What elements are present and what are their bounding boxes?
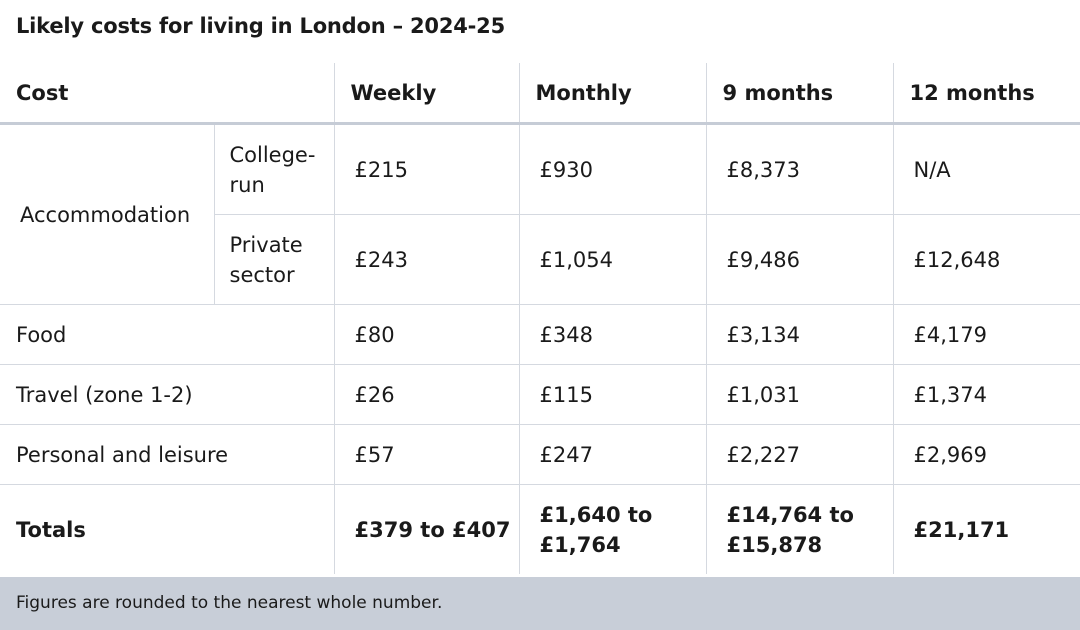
- totals-monthly: £1,640 to £1,764: [518, 484, 707, 574]
- page-title: Likely costs for living in London – 2024…: [16, 14, 505, 38]
- totals-monthly-value: £1,640 to £1,764: [539, 502, 653, 557]
- row-label: Food: [0, 304, 335, 365]
- table-row-totals: Totals £379 to £407 £1,640 to £1,764 £14…: [0, 484, 1080, 574]
- private-9-months: £9,486: [705, 214, 894, 305]
- private-weekly: £243: [333, 214, 520, 305]
- cost-table: Cost Weekly Monthly 9 months 12 months A…: [0, 63, 1080, 574]
- header-monthly: Monthly: [518, 63, 707, 125]
- private-sector-label: Private sector: [213, 214, 335, 305]
- private-12-months: £12,648: [892, 214, 1080, 305]
- row-9-months: £3,134: [705, 304, 894, 365]
- row-12-months: £2,969: [892, 424, 1080, 485]
- college-run-label: College-run: [213, 123, 335, 215]
- header-9-months: 9 months: [705, 63, 894, 125]
- row-monthly: £115: [518, 364, 707, 425]
- totals-weekly: £379 to £407: [333, 484, 520, 574]
- college-weekly: £215: [333, 123, 520, 215]
- row-12-months: £4,179: [892, 304, 1080, 365]
- table-row-food: Food £80 £348 £3,134 £4,179: [0, 304, 1080, 365]
- college-12-months: N/A: [892, 123, 1080, 215]
- row-label: Travel (zone 1-2): [0, 364, 335, 425]
- table-row-accommodation-private: Private sector £243 £1,054 £9,486 £12,64…: [0, 214, 1080, 305]
- totals-9-months: £14,764 to £15,878: [705, 484, 894, 574]
- row-9-months: £1,031: [705, 364, 894, 425]
- totals-label: Totals: [0, 484, 335, 574]
- header-cost: Cost: [0, 63, 335, 125]
- footnote: Figures are rounded to the nearest whole…: [0, 577, 1080, 630]
- college-monthly: £930: [518, 123, 707, 215]
- row-12-months: £1,374: [892, 364, 1080, 425]
- table-row-personal-leisure: Personal and leisure £57 £247 £2,227 £2,…: [0, 424, 1080, 485]
- college-9-months: £8,373: [705, 123, 894, 215]
- totals-weekly-value: £379 to £407: [354, 517, 511, 542]
- totals-12-months: £21,171: [892, 484, 1080, 574]
- row-weekly: £57: [333, 424, 520, 485]
- private-monthly: £1,054: [518, 214, 707, 305]
- header-weekly: Weekly: [333, 63, 520, 125]
- row-monthly: £247: [518, 424, 707, 485]
- row-9-months: £2,227: [705, 424, 894, 485]
- table-row-travel: Travel (zone 1-2) £26 £115 £1,031 £1,374: [0, 364, 1080, 425]
- totals-9-months-value: £14,764 to £15,878: [726, 502, 854, 557]
- row-weekly: £80: [333, 304, 520, 365]
- table-row-accommodation-college: Accommodation College-run £215 £930 £8,3…: [0, 123, 1080, 227]
- row-weekly: £26: [333, 364, 520, 425]
- row-label: Personal and leisure: [0, 424, 335, 485]
- header-12-months: 12 months: [892, 63, 1080, 125]
- table-header-row: Cost Weekly Monthly 9 months 12 months: [0, 63, 1080, 125]
- row-monthly: £348: [518, 304, 707, 365]
- accommodation-label: Accommodation: [20, 202, 191, 227]
